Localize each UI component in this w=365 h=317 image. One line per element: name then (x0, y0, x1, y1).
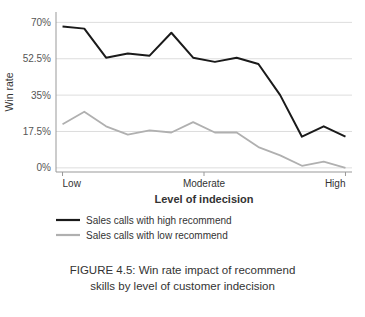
x-tick (345, 172, 346, 176)
x-tick (204, 172, 205, 176)
x-tick-label: Low (63, 178, 82, 189)
grid-line (56, 22, 352, 23)
caption: skills by level of customer indecision (90, 280, 275, 292)
y-tick-label: 17.5% (23, 126, 51, 137)
series-line (63, 112, 346, 168)
x-tick-label: High (325, 178, 346, 189)
legend-label: Sales calls with high recommend (86, 215, 232, 226)
grid-line (56, 95, 352, 96)
legend-swatch (56, 219, 80, 221)
grid-line (56, 131, 352, 132)
y-tick-label: 70% (31, 17, 51, 28)
y-axis-line (56, 12, 57, 172)
plot-area (63, 27, 346, 168)
legend-swatch (56, 234, 80, 236)
y-tick-label: 0% (37, 162, 52, 173)
y-axis-label: Win rate (3, 72, 15, 111)
x-tick-label: Moderate (183, 178, 226, 189)
caption: FIGURE 4.5: Win rate impact of recommend (70, 264, 296, 276)
y-tick-label: 52.5% (23, 53, 51, 64)
x-tick (62, 172, 63, 176)
y-tick-label: 35% (31, 90, 51, 101)
x-axis-label: Level of indecision (154, 193, 253, 205)
chart: 0% 17.5% 35% 52.5% 70% Low Moderate High Level o… (0, 0, 365, 317)
series-line (63, 27, 346, 137)
grid-line (56, 167, 352, 168)
legend-label: Sales calls with low recommend (86, 230, 228, 241)
